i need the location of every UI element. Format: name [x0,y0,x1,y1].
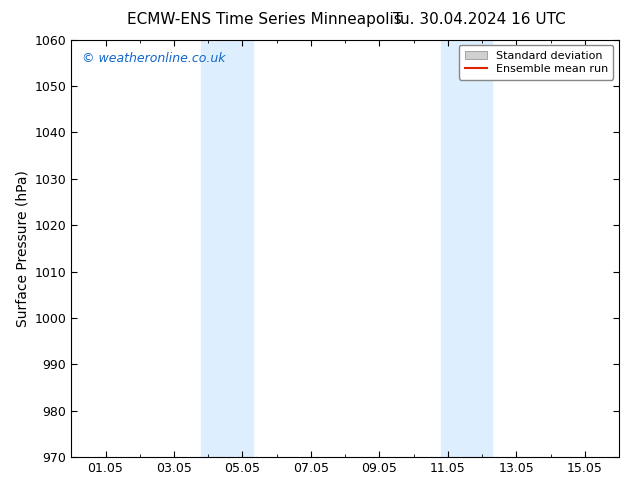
Y-axis label: Surface Pressure (hPa): Surface Pressure (hPa) [15,170,29,327]
Text: © weatheronline.co.uk: © weatheronline.co.uk [82,52,226,65]
Text: Tu. 30.04.2024 16 UTC: Tu. 30.04.2024 16 UTC [393,12,566,27]
Text: ECMW-ENS Time Series Minneapolis: ECMW-ENS Time Series Minneapolis [127,12,401,27]
Bar [441,40,493,457]
Legend: Standard deviation, Ensemble mean run: Standard deviation, Ensemble mean run [459,45,614,79]
Bar [202,40,253,457]
